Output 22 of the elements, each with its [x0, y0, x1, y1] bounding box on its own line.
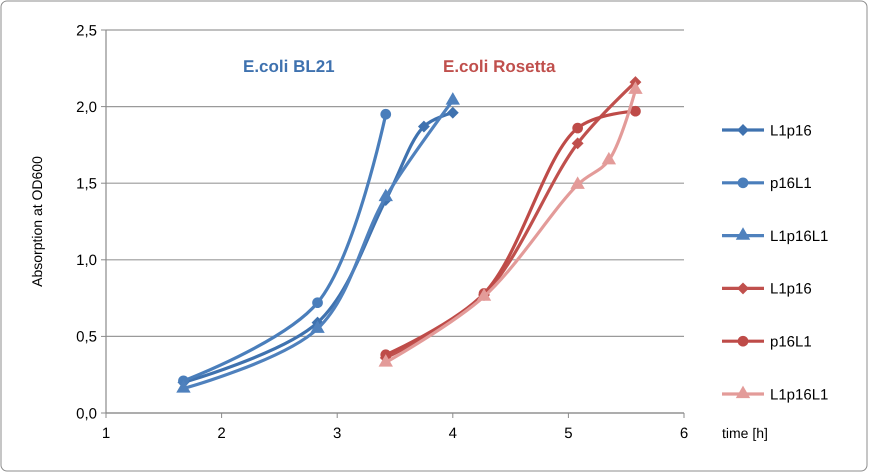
x-tick-label: 2: [217, 425, 226, 442]
y-tick-label: 0,0: [76, 405, 97, 422]
y-tick-label: 2,0: [76, 98, 97, 116]
x-tick-label: 1: [102, 425, 110, 442]
x-tick-label: 5: [564, 425, 573, 442]
legend-label: L1p16: [770, 122, 812, 140]
y-axis-title: Absorption at OD600: [29, 156, 45, 287]
legend-label: L1p16L1: [770, 386, 828, 404]
legend-label: p16L1: [770, 333, 812, 350]
y-tick-label: 0,5: [76, 328, 97, 346]
x-tick-label: 4: [448, 425, 457, 442]
y-tick-label: 1,0: [76, 252, 97, 270]
x-tick-label: 3: [333, 425, 342, 442]
x-tick-label: 6: [680, 425, 688, 442]
legend-label: L1p16L1: [770, 228, 828, 245]
y-tick-label: 2,5: [76, 22, 97, 40]
annotation: E.coli BL21: [243, 57, 335, 76]
legend-label: L1p16: [770, 280, 812, 298]
annotation: E.coli Rosetta: [443, 57, 556, 76]
legend-label: p16L1: [770, 175, 812, 192]
y-tick-label: 1,5: [76, 175, 97, 192]
x-axis-title: time [h]: [722, 425, 768, 441]
